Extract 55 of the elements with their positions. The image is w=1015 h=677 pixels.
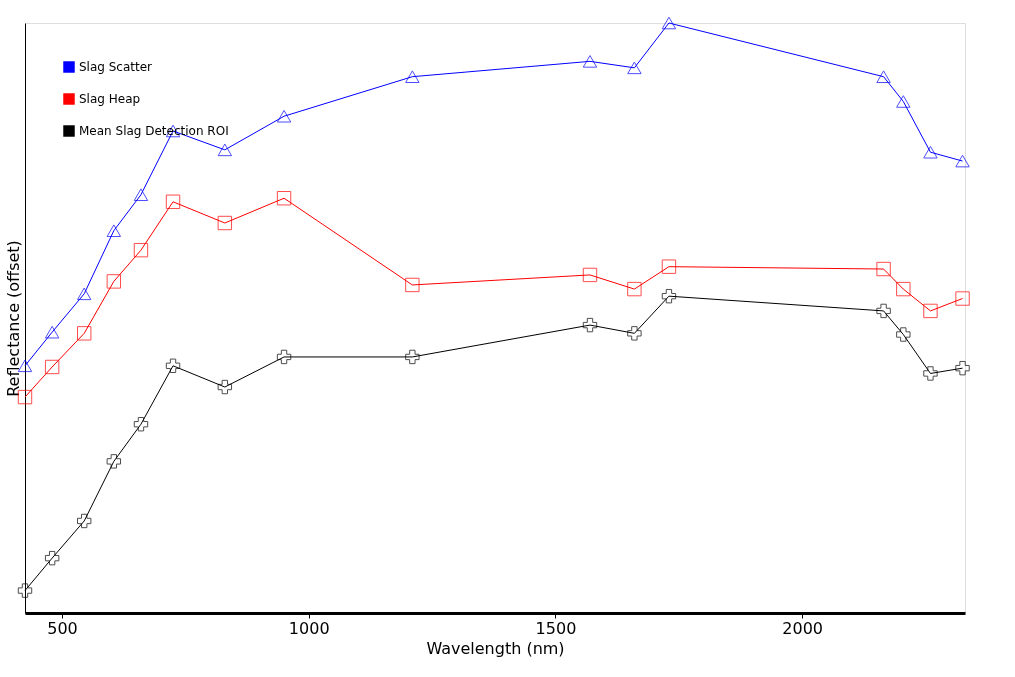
point xyxy=(582,317,598,333)
point xyxy=(44,359,60,375)
point xyxy=(44,550,60,566)
point xyxy=(876,261,891,277)
point xyxy=(876,303,891,319)
point xyxy=(582,267,598,283)
point xyxy=(276,109,292,123)
point xyxy=(405,349,420,365)
y-axis-title: Reflectance (offset) xyxy=(3,240,23,397)
point xyxy=(896,281,911,297)
point xyxy=(17,389,33,405)
point xyxy=(923,303,938,319)
legend-label: Slag Heap xyxy=(79,92,141,106)
point xyxy=(217,143,233,157)
point xyxy=(405,70,420,83)
point xyxy=(661,259,677,274)
point xyxy=(582,55,598,68)
point xyxy=(165,358,181,373)
point xyxy=(133,416,149,432)
point xyxy=(896,327,911,342)
point xyxy=(923,145,938,159)
point xyxy=(77,326,92,341)
point xyxy=(217,215,233,231)
point xyxy=(44,325,60,339)
point xyxy=(106,454,122,469)
x-tick-label: 1000 xyxy=(288,618,330,638)
point xyxy=(661,16,677,30)
point xyxy=(955,360,970,376)
point xyxy=(276,349,292,365)
x-tick-label: 500 xyxy=(47,618,78,638)
point xyxy=(955,291,970,306)
point xyxy=(955,154,970,168)
point xyxy=(405,277,420,293)
point xyxy=(876,70,891,83)
point xyxy=(106,224,122,237)
point xyxy=(106,274,122,289)
point xyxy=(133,188,149,201)
point xyxy=(661,288,677,304)
point xyxy=(77,513,92,529)
point xyxy=(77,287,92,301)
legend-label: Mean Slag Detection ROI xyxy=(79,124,229,138)
x-tick-label: 1500 xyxy=(535,618,577,638)
point xyxy=(276,191,292,206)
point xyxy=(923,366,938,381)
point xyxy=(17,583,33,598)
point xyxy=(627,61,642,75)
legend-label: Slag Scatter xyxy=(79,60,153,74)
point xyxy=(627,326,642,341)
point xyxy=(133,242,149,258)
point xyxy=(217,379,233,395)
x-tick-label: 2000 xyxy=(782,618,824,638)
point xyxy=(896,95,911,108)
x-axis-title: Wavelength (nm) xyxy=(426,638,565,658)
point xyxy=(627,281,642,297)
point xyxy=(165,194,181,209)
